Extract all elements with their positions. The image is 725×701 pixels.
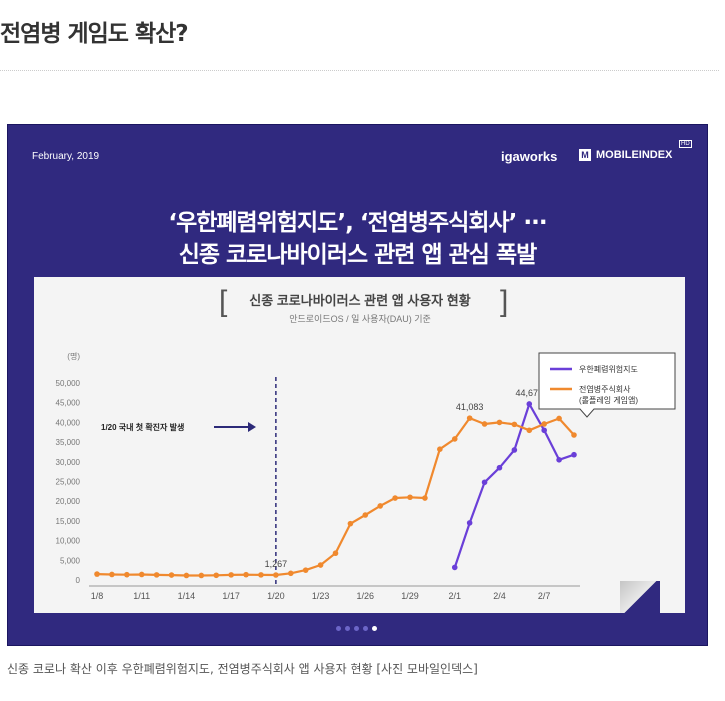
x-tick-label: 1/8 (91, 591, 104, 601)
carousel-dot[interactable] (363, 626, 368, 631)
mobileindex-logo: MOBILEINDEX (596, 149, 673, 161)
y-tick-label: 15,000 (56, 517, 81, 526)
legend-label: 전염병주식회사 (579, 384, 631, 394)
data-point (332, 550, 339, 557)
data-point (183, 572, 190, 579)
data-point (451, 564, 458, 571)
data-point (198, 572, 205, 579)
y-tick-label: 40,000 (56, 418, 81, 427)
data-point (124, 571, 130, 578)
data-point (571, 432, 577, 438)
x-tick-label: 1/11 (133, 591, 150, 601)
data-point (362, 512, 369, 518)
mobileindex-logo-icon: M (579, 149, 591, 161)
data-point (451, 436, 458, 442)
data-point (437, 446, 443, 452)
carousel-dot[interactable] (345, 626, 350, 631)
first-case-label: 1/20 국내 첫 확진자 발생 (101, 422, 184, 432)
data-point (511, 421, 518, 428)
data-point (273, 572, 279, 578)
data-point (466, 415, 473, 421)
data-point (377, 503, 384, 509)
carousel-dot[interactable] (372, 626, 377, 631)
data-point (138, 571, 145, 578)
data-point (511, 447, 518, 453)
value-label: 1,267 (265, 559, 288, 569)
data-point (407, 494, 413, 501)
data-point (392, 495, 398, 501)
article-headline: 전염병 게임도 확산? (0, 21, 189, 47)
data-point (243, 571, 249, 578)
data-point (153, 572, 160, 578)
value-label: 44,677 (516, 388, 544, 398)
y-tick-label: 25,000 (56, 478, 81, 487)
data-point (213, 572, 220, 579)
data-point (571, 451, 577, 458)
infographic-title-line2: 신종 코로나바이러스 관련 앱 관심 폭발 (178, 242, 538, 268)
x-tick-label: 2/7 (538, 591, 551, 601)
headline-divider (0, 70, 719, 71)
data-point (481, 421, 488, 427)
data-point (556, 457, 562, 463)
image-caption: 신종 코로나 확산 이후 우한폐렴위험지도, 전염병주식회사 앱 사용자 현황 … (7, 662, 478, 676)
mobileindex-hd-badge: HD (679, 140, 692, 148)
data-point (347, 520, 354, 527)
data-point (109, 571, 115, 578)
infographic-card: February, 2019 igaworks M MOBILEINDEX HD… (7, 124, 708, 646)
series-line (453, 402, 575, 568)
title-bracket-left: [ (219, 285, 228, 318)
data-point (556, 415, 562, 422)
data-point (466, 520, 473, 526)
data-point (302, 567, 309, 573)
page-curl-decoration (620, 581, 660, 613)
x-tick-label: 2/1 (448, 591, 461, 601)
x-tick-label: 1/17 (222, 591, 240, 601)
y-tick-label: 45,000 (56, 399, 81, 408)
y-tick-label: 30,000 (56, 458, 81, 467)
data-point (541, 421, 547, 427)
y-axis-unit: (명) (67, 351, 80, 361)
igaworks-logo: igaworks (501, 149, 558, 164)
x-tick-label: 2/4 (493, 591, 506, 601)
legend-box (538, 352, 676, 418)
data-point (258, 572, 264, 578)
carousel-dot[interactable] (336, 626, 341, 631)
data-point (228, 572, 234, 578)
carousel-dot[interactable] (354, 626, 359, 631)
chart-title: 신종 코로나바이러스 관련 앱 사용자 현황 (249, 293, 470, 308)
y-tick-label: 10,000 (56, 537, 81, 546)
data-point (496, 464, 503, 471)
infographic-date: February, 2019 (32, 151, 100, 162)
x-tick-label: 1/23 (312, 591, 330, 601)
first-case-arrowhead (248, 422, 256, 432)
x-tick-label: 1/20 (267, 591, 285, 601)
legend-label: (롤플레잉 게임앱) (579, 395, 638, 405)
y-tick-label: 20,000 (56, 497, 81, 506)
y-tick-label: 0 (76, 576, 81, 585)
data-point (496, 419, 503, 426)
legend-label: 우한폐렴위험지도 (579, 364, 638, 374)
infographic-title-line1: ‘우한폐렴위험지도’, ‘전염병주식회사’ ··· (168, 210, 547, 236)
x-tick-label: 1/29 (401, 591, 419, 601)
data-point (422, 495, 428, 501)
data-point (526, 401, 533, 407)
value-label: 41,083 (456, 402, 484, 412)
data-point (526, 427, 533, 434)
data-point (317, 562, 324, 568)
data-point (541, 427, 547, 434)
y-tick-label: 35,000 (56, 438, 81, 447)
y-tick-label: 5,000 (60, 556, 81, 565)
y-tick-label: 50,000 (56, 379, 81, 388)
x-tick-label: 1/14 (178, 591, 196, 601)
data-point (168, 572, 175, 578)
data-point (481, 479, 488, 486)
x-tick-label: 1/26 (357, 591, 375, 601)
data-point (94, 571, 100, 577)
data-point (287, 570, 294, 577)
chart-subtitle: 안드로이드OS / 일 사용자(DAU) 기준 (289, 314, 431, 324)
title-bracket-right: ] (500, 285, 508, 318)
